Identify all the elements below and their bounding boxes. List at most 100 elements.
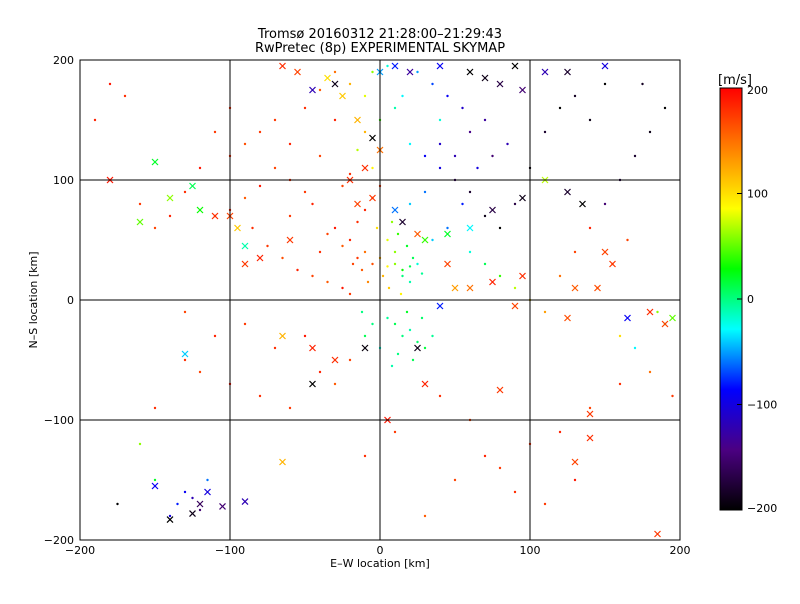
scatter-point xyxy=(366,280,370,284)
scatter-point xyxy=(258,184,262,188)
scatter-cross xyxy=(189,182,196,190)
scatter-points xyxy=(93,62,676,538)
scatter-point xyxy=(213,130,217,134)
scatter-point xyxy=(401,268,404,272)
scatter-point xyxy=(399,292,403,296)
scatter-cross xyxy=(489,278,496,286)
scatter-cross xyxy=(241,498,249,506)
scatter-point xyxy=(371,322,374,326)
scatter-point xyxy=(386,238,389,242)
scatter-point xyxy=(326,232,329,236)
scatter-point xyxy=(431,334,434,338)
scatter-cross xyxy=(391,206,399,214)
scatter-cross xyxy=(481,74,489,82)
scatter-cross xyxy=(444,260,451,268)
scatter-cross xyxy=(646,308,654,316)
scatter-cross xyxy=(489,206,496,214)
scatter-point xyxy=(396,232,400,236)
scatter-point xyxy=(183,190,187,194)
scatter-point xyxy=(468,250,472,254)
scatter-cross xyxy=(541,68,549,76)
scatter-cross xyxy=(624,314,631,322)
scatter-point xyxy=(326,280,329,284)
scatter-point xyxy=(138,202,142,206)
scatter-cross xyxy=(571,458,579,466)
scatter-point xyxy=(168,514,172,518)
scatter-point xyxy=(153,478,157,482)
scatter-point xyxy=(341,184,344,188)
scatter-cross xyxy=(361,164,369,172)
scatter-cross xyxy=(571,284,579,292)
y-axis-label: N–S location [km] xyxy=(27,251,40,348)
scatter-point xyxy=(153,226,157,230)
scatter-cross xyxy=(324,74,331,82)
scatter-point xyxy=(93,118,97,122)
scatter-cross xyxy=(286,236,294,244)
scatter-point xyxy=(453,478,457,482)
scatter-point xyxy=(183,310,187,314)
scatter-point xyxy=(375,226,379,230)
scatter-point xyxy=(356,256,359,260)
scatter-cross xyxy=(421,236,429,244)
scatter-point xyxy=(588,118,592,122)
scatter-cross xyxy=(601,62,609,70)
scatter-cross xyxy=(136,218,144,226)
scatter-point xyxy=(303,190,307,194)
scatter-cross xyxy=(331,356,339,364)
plot-frame xyxy=(79,59,681,541)
scatter-cross xyxy=(654,530,661,538)
scatter-cross xyxy=(166,516,174,524)
scatter-point xyxy=(318,250,322,254)
chart-title: Tromsø 20160312 21:28:00–21:29:43 xyxy=(257,27,502,42)
colorbar-tick-label: 200 xyxy=(747,84,768,97)
scatter-point xyxy=(423,346,427,350)
scatter-point xyxy=(618,382,622,386)
scatter-point xyxy=(393,250,397,254)
scatter-cross xyxy=(594,284,601,292)
scatter-point xyxy=(311,274,314,278)
scatter-point xyxy=(573,94,577,98)
scatter-cross xyxy=(466,224,474,232)
scatter-point xyxy=(371,70,374,74)
scatter-point xyxy=(348,172,352,176)
scatter-point xyxy=(363,334,367,338)
scatter-point xyxy=(108,82,112,86)
scatter-point xyxy=(258,394,262,398)
scatter-point xyxy=(390,220,394,224)
scatter-point xyxy=(390,364,394,368)
scatter-point xyxy=(411,358,415,362)
scatter-point xyxy=(303,106,307,110)
scatter-point xyxy=(483,454,487,458)
scatter-point xyxy=(348,82,352,86)
scatter-point xyxy=(393,322,397,326)
scatter-point xyxy=(663,106,667,110)
scatter-point xyxy=(558,106,562,110)
scatter-cross xyxy=(496,80,504,88)
scatter-cross xyxy=(204,488,211,496)
scatter-point xyxy=(401,94,404,98)
scatter-point xyxy=(573,250,577,254)
scatter-point xyxy=(393,430,397,434)
scatter-point xyxy=(266,244,269,248)
colorbar-tick-label: 100 xyxy=(747,188,768,201)
scatter-point xyxy=(176,502,179,506)
scatter-point xyxy=(558,274,562,278)
scatter-point xyxy=(356,148,359,152)
scatter-cross xyxy=(511,302,519,310)
scatter-cross xyxy=(279,458,286,466)
scatter-point xyxy=(461,106,464,110)
scatter-cross xyxy=(669,314,676,322)
x-tick-label: 200 xyxy=(670,544,691,557)
scatter-point xyxy=(348,358,352,362)
scatter-cross xyxy=(391,62,399,70)
scatter-point xyxy=(438,166,442,170)
scatter-point xyxy=(431,82,434,86)
scatter-cross xyxy=(181,350,189,358)
scatter-point xyxy=(396,352,400,356)
scatter-point xyxy=(360,310,364,314)
scatter-point xyxy=(498,226,502,230)
scatter-cross xyxy=(196,500,204,508)
scatter-point xyxy=(333,70,337,74)
scatter-point xyxy=(446,94,449,98)
